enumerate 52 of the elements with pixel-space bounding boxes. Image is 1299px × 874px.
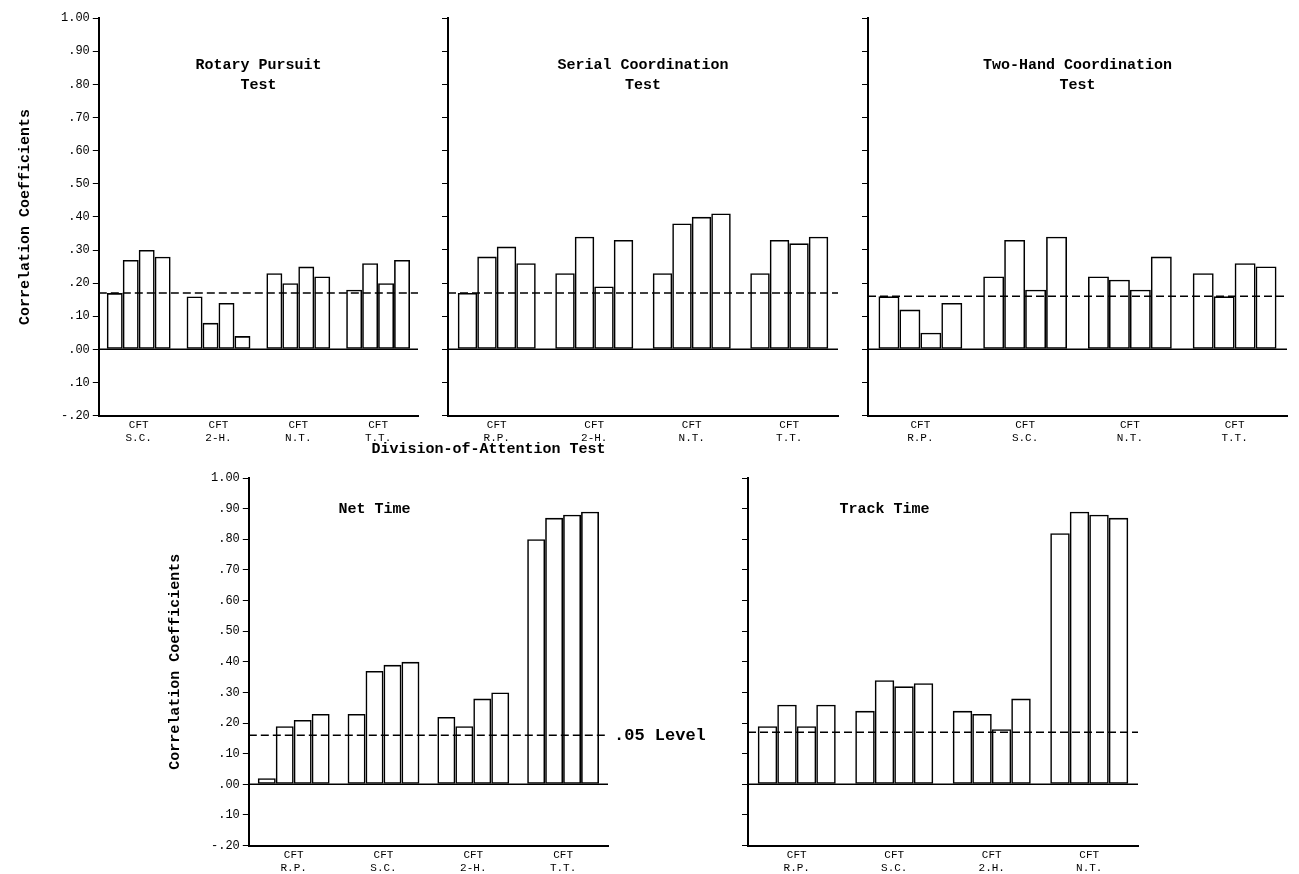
y-tick-label: .10 [218,746,240,761]
y-tick-label: 1.00 [60,11,90,26]
y-tick-label: .20 [68,276,90,291]
text: Two-Hand Coordination Test [982,57,1173,95]
x-tick-label: CFT S.C. [1011,419,1039,445]
x-tick-label: CFT R.P. [783,849,810,874]
text: Net Time [338,501,411,519]
x-tick-label: CFT 2.H. [978,849,1005,874]
y-tick-label: .40 [68,210,90,225]
x-tick-label: CFT R.P. [907,419,934,445]
x-tick-label: CFT S.C. [125,419,152,445]
x-tick-label: CFT R.P. [280,849,307,874]
text: Track Time [839,501,930,519]
x-tick-label: CFT 2-H. [205,419,232,445]
chart-title: Division-of-Attention Test [371,441,606,459]
x-tick-label: CFT N.T. [1076,849,1103,874]
y-tick-label: .10 [68,309,90,324]
text: Rotary Pursuit Test [195,57,322,95]
y-tick-label: .00 [218,777,240,792]
y-tick-label: .90 [218,501,240,516]
y-tick-label: .10 [218,808,240,823]
y-tick-label: -.20 [210,838,240,853]
y-tick-label: .70 [218,563,240,578]
x-tick-label: CFT T.T. [1221,419,1248,445]
y-tick-label: 1.00 [210,471,240,486]
y-tick-label: .80 [218,532,240,547]
y-tick-label: .00 [68,342,90,357]
text: Serial Coordination Test [557,57,729,95]
y-tick-label: .60 [218,593,240,608]
y-tick-label: .60 [68,143,90,158]
x-tick-label: CFT S.C. [881,849,908,874]
y-tick-label: .70 [68,110,90,125]
x-tick-label: CFT 2-H. [460,849,487,874]
x-tick-label: CFT T.T. [776,419,803,445]
x-tick-label: CFT N.T. [1116,419,1144,445]
y-tick-label: .50 [218,624,240,639]
y-axis-title: Correlation Coefficients [166,553,184,770]
y-tick-label: .50 [68,176,90,191]
y-tick-label: .20 [218,716,240,731]
x-tick-label: CFT S.C. [370,849,397,874]
y-tick-label: .90 [68,44,90,59]
ref-line-label: .05 Level [614,725,706,745]
y-tick-label: .40 [218,654,240,669]
y-tick-label: .30 [68,243,90,258]
x-tick-label: CFT T.T. [549,849,577,874]
x-tick-label: CFT N.T. [285,419,312,445]
y-tick-label: .80 [68,77,90,92]
y-tick-label: .30 [218,685,240,700]
x-tick-label: CFT N.T. [678,419,705,445]
y-axis-title: Correlation Coefficients [16,108,34,325]
y-tick-label: .10 [68,375,90,390]
y-tick-label: -.20 [60,408,90,423]
